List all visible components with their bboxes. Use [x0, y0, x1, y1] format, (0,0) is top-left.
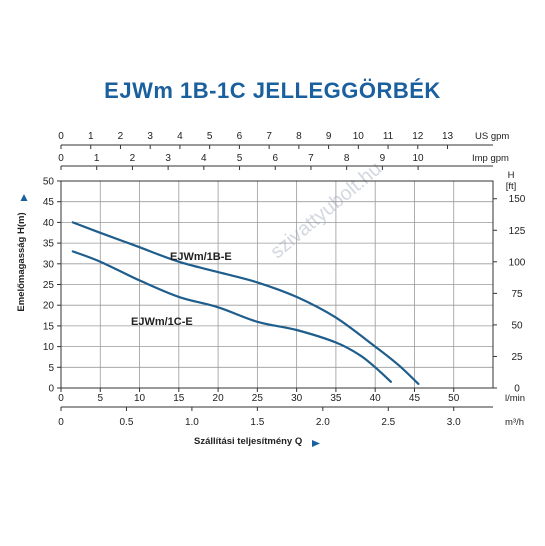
- tick-label-us-gpm: 2: [118, 131, 124, 142]
- unit-label-lpm: l/min: [505, 393, 525, 404]
- tick-label-imp-gpm: 1: [94, 153, 100, 164]
- tick-label-imp-gpm: 6: [272, 153, 278, 164]
- tick-label-h-ft: 25: [511, 352, 523, 363]
- tick-label-h-m: 25: [43, 280, 55, 291]
- x-axis-title: Szállítási teljesítmény Q: [194, 436, 302, 447]
- tick-label-h-m: 35: [43, 239, 55, 250]
- tick-label-h-m: 40: [43, 218, 55, 229]
- tick-label-m3h: 0.5: [120, 417, 134, 428]
- chart-title: EJWm 1B-1C JELLEGGÖRBÉK: [104, 78, 441, 103]
- tick-label-us-gpm: 12: [412, 131, 424, 142]
- tick-label-h-m: 50: [43, 177, 55, 188]
- tick-label-lpm: 35: [330, 393, 342, 404]
- tick-label-imp-gpm: 9: [380, 153, 386, 164]
- tick-label-us-gpm: 9: [326, 131, 332, 142]
- tick-label-lpm: 25: [252, 393, 264, 404]
- tick-label-h-m: 45: [43, 197, 55, 208]
- series-label-1b: EJWm/1B-E: [170, 251, 232, 263]
- tick-label-imp-gpm: 4: [201, 153, 207, 164]
- tick-label-h-m: 5: [48, 363, 54, 374]
- unit-label-ft: [ft]: [506, 181, 517, 192]
- tick-label-lpm: 10: [134, 393, 146, 404]
- tick-label-us-gpm: 10: [353, 131, 365, 142]
- tick-label-us-gpm: 4: [177, 131, 183, 142]
- tick-label-imp-gpm: 7: [308, 153, 314, 164]
- tick-label-us-gpm: 7: [266, 131, 272, 142]
- tick-label-imp-gpm: 3: [165, 153, 171, 164]
- tick-label-h-ft: 50: [511, 320, 523, 331]
- unit-label-us-gpm: US gpm: [475, 131, 509, 142]
- tick-label-lpm: 30: [291, 393, 303, 404]
- tick-label-h-m: 10: [43, 342, 55, 353]
- series-curve-0: [71, 221, 420, 385]
- tick-label-lpm: 45: [409, 393, 421, 404]
- tick-label-lpm: 15: [173, 393, 185, 404]
- tick-label-h-m: 20: [43, 301, 55, 312]
- tick-label-h-m: 15: [43, 321, 55, 332]
- tick-label-h-ft: 150: [509, 194, 526, 205]
- tick-label-m3h: 1.5: [250, 417, 264, 428]
- tick-label-h-ft: 100: [509, 257, 526, 268]
- tick-label-m3h: 0: [58, 417, 64, 428]
- tick-label-lpm: 40: [370, 393, 382, 404]
- tick-label-us-gpm: 5: [207, 131, 213, 142]
- tick-label-h-m: 0: [48, 384, 54, 395]
- tick-label-imp-gpm: 2: [130, 153, 136, 164]
- tick-label-us-gpm: 6: [237, 131, 243, 142]
- y-axis-title: Emelőmagasság H(m): [16, 212, 27, 311]
- tick-label-imp-gpm: 8: [344, 153, 350, 164]
- tick-label-m3h: 1.0: [185, 417, 199, 428]
- tick-label-lpm: 20: [213, 393, 225, 404]
- tick-label-imp-gpm: 10: [413, 153, 425, 164]
- tick-label-us-gpm: 0: [58, 131, 64, 142]
- series-label-1c: EJWm/1C-E: [131, 316, 193, 328]
- tick-label-us-gpm: 11: [383, 131, 394, 142]
- unit-label-imp-gpm: Imp gpm: [472, 153, 509, 164]
- tick-label-m3h: 2.5: [381, 417, 395, 428]
- tick-label-lpm: 5: [97, 393, 103, 404]
- unit-label-m3h: m³/h: [505, 417, 524, 428]
- tick-label-lpm: 0: [58, 393, 64, 404]
- tick-label-m3h: 2.0: [316, 417, 330, 428]
- tick-label-h-ft: 125: [509, 226, 526, 237]
- tick-label-h-ft: 75: [511, 289, 523, 300]
- x-axis-arrow-icon: [312, 440, 320, 447]
- tick-label-h-m: 30: [43, 259, 55, 270]
- tick-label-us-gpm: 13: [442, 131, 454, 142]
- watermark-text: szivattyubolt.hu: [266, 158, 386, 263]
- tick-label-imp-gpm: 5: [237, 153, 243, 164]
- tick-label-m3h: 3.0: [447, 417, 461, 428]
- y-axis-arrow-icon: [20, 194, 28, 201]
- tick-label-us-gpm: 3: [147, 131, 153, 142]
- tick-label-us-gpm: 1: [88, 131, 94, 142]
- unit-label-h: H: [508, 170, 515, 181]
- tick-label-h-ft: 0: [514, 384, 520, 395]
- tick-label-us-gpm: 8: [296, 131, 302, 142]
- tick-label-imp-gpm: 0: [58, 153, 64, 164]
- series-curve-1: [71, 250, 392, 383]
- tick-label-lpm: 50: [448, 393, 460, 404]
